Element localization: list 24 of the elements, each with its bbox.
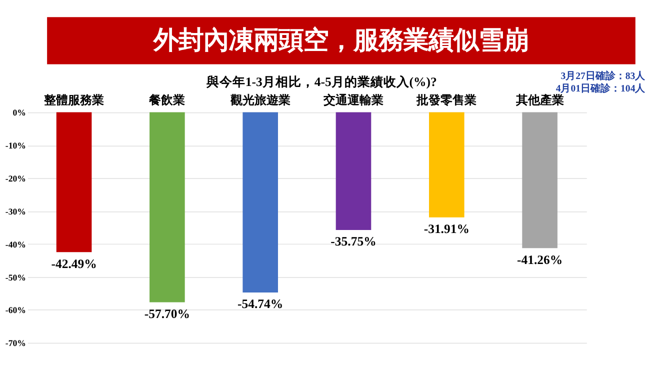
- y-tick-label: -60%: [5, 305, 26, 316]
- data-label: -54.74%: [238, 297, 284, 312]
- text: 4月01日確診：104人: [556, 82, 646, 95]
- y-tick-label: -20%: [5, 174, 26, 184]
- data-label: -31.91%: [424, 222, 470, 236]
- y-tick-label: -40%: [5, 239, 26, 250]
- y-tick-label: -50%: [5, 272, 26, 282]
- x-tick-label: 交通運輸業: [322, 92, 384, 107]
- y-tick-label: -30%: [5, 206, 26, 216]
- y-tick-label: -70%: [5, 338, 26, 348]
- chart-subtitle: 與今年1-3月相比，4-5月的業績收入(%)?: [205, 74, 437, 89]
- text: 3月27日確診：83人: [560, 70, 646, 82]
- x-tick-label: 觀光旅遊業: [229, 92, 290, 107]
- chart-title: 外封內凍兩頭空，服務業績似雪崩: [152, 26, 529, 55]
- data-label: -42.49%: [51, 256, 97, 271]
- data-label: -57.70%: [144, 306, 190, 321]
- data-label: -35.75%: [330, 234, 376, 249]
- x-tick-label: 餐飲業: [148, 92, 186, 107]
- y-tick-label: -10%: [5, 140, 26, 151]
- data-label: -41.26%: [516, 252, 563, 267]
- x-tick-label: 整體服務業: [43, 92, 104, 107]
- y-tick-label: 0%: [12, 108, 26, 118]
- x-tick-label: 其他產業: [514, 92, 564, 107]
- x-tick-label: 批發零售業: [416, 92, 477, 107]
